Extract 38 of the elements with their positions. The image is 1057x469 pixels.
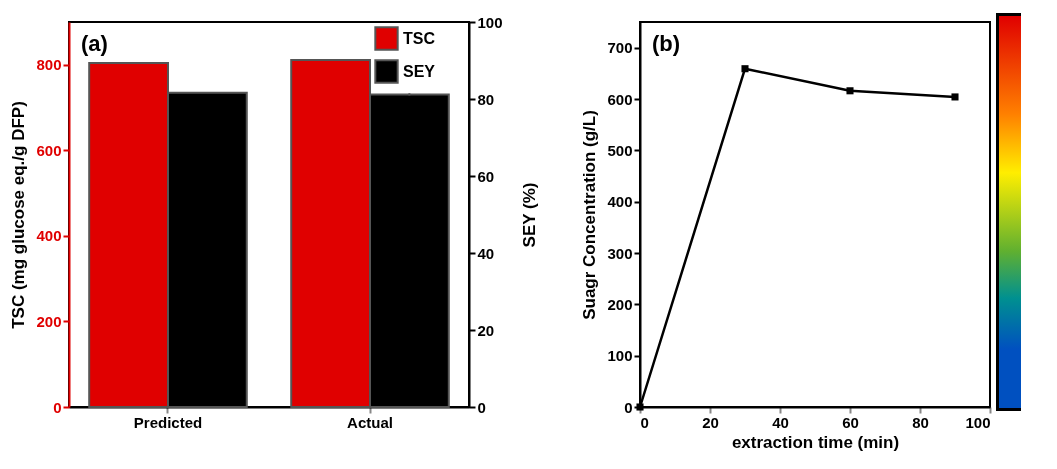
x-tick-label: Predicted — [133, 413, 203, 431]
y-tick-label: 300 — [607, 244, 633, 262]
y-tick-label: 200 — [607, 295, 633, 313]
y2-tick-label: 100 — [477, 13, 503, 31]
y2-tick-label: 40 — [477, 244, 495, 262]
y2-tick-label: 80 — [477, 90, 495, 108]
point — [741, 65, 749, 73]
x-tick-label: 100 — [965, 413, 991, 431]
y-tick-label: 600 — [607, 90, 633, 108]
y-tick-label: 0 — [624, 398, 633, 416]
y-tick-label: 400 — [36, 227, 62, 245]
y-tick-label: 600 — [36, 141, 62, 159]
y-axis-title: Suagr Concentration (g/L) — [580, 110, 600, 320]
point — [846, 87, 854, 95]
annotation: (b) — [652, 31, 681, 56]
y2-tick-label: 60 — [477, 167, 495, 185]
x-axis-title: extraction time (min) — [731, 432, 900, 452]
legend-label: TSC — [403, 29, 436, 47]
y2-tick-label: 0 — [477, 398, 486, 416]
y2-tick-label: 20 — [477, 321, 495, 339]
y2-axis-title: SEY (%) — [519, 182, 539, 248]
y-tick-label: 200 — [36, 312, 62, 330]
annotation: (a) — [81, 31, 108, 56]
y-tick-label: 700 — [607, 39, 633, 57]
x-tick-label: 40 — [772, 413, 789, 431]
y-tick-label: 0 — [53, 398, 62, 416]
y-tick-label: 800 — [36, 56, 62, 74]
x-tick-label: 60 — [842, 413, 859, 431]
x-tick-label: Actual — [347, 413, 393, 431]
x-tick-label: 20 — [702, 413, 719, 431]
legend-label: SEY — [403, 62, 436, 80]
y-tick-label: 100 — [607, 347, 633, 365]
y-tick-label: 500 — [607, 141, 633, 159]
y-axis-title: TSC (mg glucose eq./g DFP) — [9, 101, 29, 329]
point — [951, 93, 959, 101]
x-tick-label: 0 — [640, 413, 649, 431]
y-tick-label: 400 — [607, 193, 633, 211]
x-tick-label: 80 — [912, 413, 929, 431]
